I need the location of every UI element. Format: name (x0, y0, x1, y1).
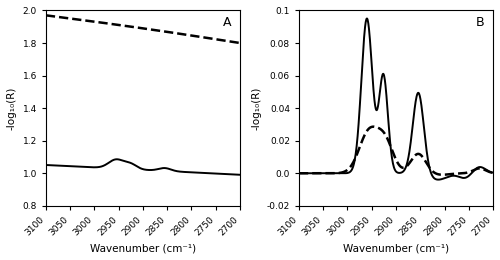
Y-axis label: -log₁₀(R): -log₁₀(R) (251, 87, 261, 130)
Text: A: A (222, 16, 231, 29)
X-axis label: Wavenumber (cm⁻¹): Wavenumber (cm⁻¹) (343, 243, 449, 253)
Text: B: B (476, 16, 484, 29)
Y-axis label: -log₁₀(R): -log₁₀(R) (7, 87, 17, 130)
X-axis label: Wavenumber (cm⁻¹): Wavenumber (cm⁻¹) (90, 243, 196, 253)
